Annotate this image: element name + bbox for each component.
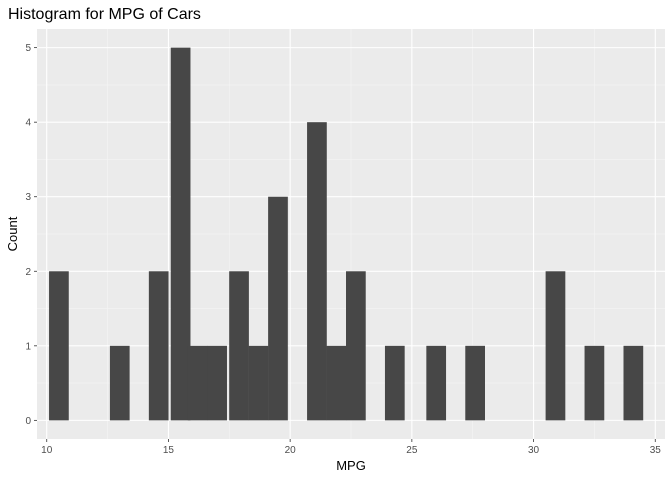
x-axis: 10 15 20 25 30 35 — [41, 439, 661, 456]
x-tick-label: 35 — [650, 445, 662, 456]
y-tick-label: 1 — [25, 341, 31, 352]
histogram-bar — [207, 345, 227, 421]
histogram-bar — [148, 271, 169, 421]
histogram-bar — [307, 122, 327, 421]
histogram-bar — [170, 47, 191, 421]
x-tick-label: 30 — [528, 445, 540, 456]
histogram-bar — [326, 345, 347, 421]
y-axis-title: Count — [5, 216, 20, 251]
chart-title: Histogram for MPG of Cars — [8, 6, 201, 23]
histogram-bars — [49, 47, 644, 421]
y-tick-label: 3 — [25, 192, 31, 203]
histogram-bar — [545, 271, 566, 421]
y-tick-label: 2 — [25, 267, 31, 278]
histogram-bar — [109, 345, 130, 421]
x-tick-label: 10 — [41, 445, 53, 456]
y-tick-label: 5 — [25, 43, 31, 54]
histogram-bar — [268, 196, 288, 421]
histogram-bar — [229, 271, 249, 421]
histogram-bar — [346, 271, 366, 421]
histogram-bar — [465, 345, 485, 421]
x-tick-label: 25 — [406, 445, 418, 456]
histogram-bar — [384, 345, 405, 421]
histogram-bar — [426, 345, 447, 421]
y-tick-label: 0 — [25, 416, 31, 427]
y-axis: 0 1 2 3 4 5 — [25, 43, 37, 427]
histogram-bar — [623, 345, 644, 421]
x-tick-label: 15 — [163, 445, 175, 456]
histogram-bar — [187, 345, 208, 421]
histogram-bar — [584, 345, 605, 421]
histogram-bar — [248, 345, 269, 421]
x-axis-title: MPG — [336, 458, 366, 473]
x-tick-label: 20 — [285, 445, 297, 456]
histogram-bar — [49, 271, 69, 421]
y-tick-label: 4 — [25, 118, 31, 129]
